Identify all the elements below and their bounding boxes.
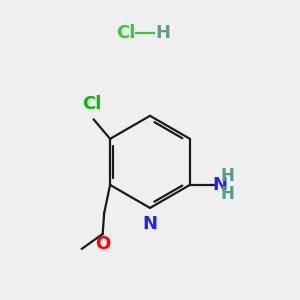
Text: Cl: Cl xyxy=(116,24,136,42)
Text: N: N xyxy=(212,176,227,194)
Text: H: H xyxy=(156,24,171,42)
Text: H: H xyxy=(220,167,234,185)
Text: O: O xyxy=(95,236,110,253)
Text: N: N xyxy=(142,215,158,233)
Text: H: H xyxy=(220,185,234,203)
Text: Cl: Cl xyxy=(82,95,102,113)
